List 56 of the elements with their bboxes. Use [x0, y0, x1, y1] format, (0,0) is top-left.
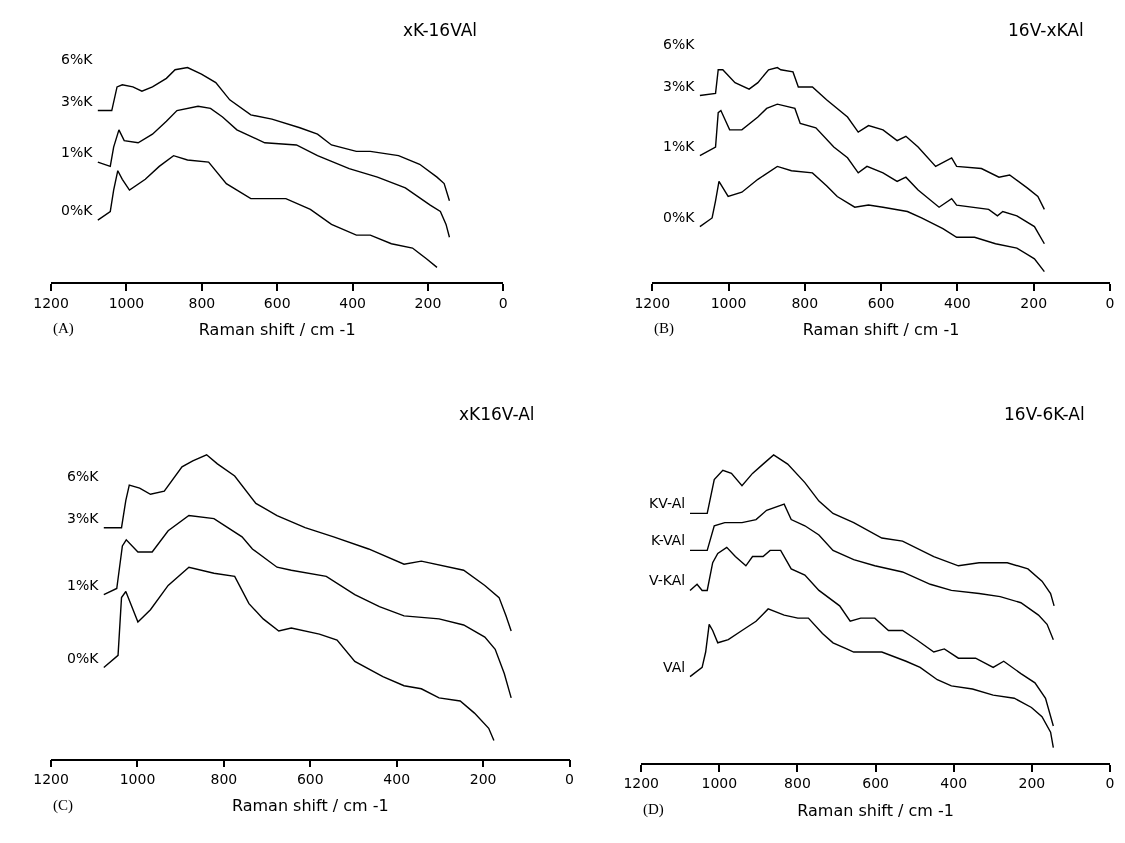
- x-tick-label: 0: [565, 771, 574, 788]
- x-tick-label: 1200: [634, 294, 671, 311]
- x-axis-title: Raman shift / cm -1: [797, 800, 954, 820]
- x-axis-title: Raman shift / cm -1: [231, 796, 389, 816]
- x-tick-label: 1000: [710, 294, 747, 311]
- x-axis-title: Raman shift / cm -1: [198, 320, 356, 340]
- x-tick-label: 600: [862, 775, 889, 792]
- x-tick-label: 800: [188, 294, 216, 311]
- x-tick-label: 200: [1020, 294, 1048, 311]
- x-tick-label: 400: [940, 775, 968, 792]
- text: 6%K: [61, 51, 94, 67]
- x-tick-label: 600: [263, 294, 291, 311]
- chart-title: xK-16VAl: [403, 20, 478, 40]
- text: (B): [654, 320, 674, 337]
- text: (A): [53, 320, 74, 337]
- series-label: 0%K: [67, 650, 100, 666]
- chart-title: 16V-xKAl: [1008, 20, 1084, 40]
- x-tick-label: 800: [784, 775, 811, 792]
- x-tick-label: 200: [469, 771, 497, 788]
- text: (C): [53, 797, 73, 814]
- x-tick-label: 0: [1105, 775, 1115, 792]
- x-axis-title: Raman shift / cm -1: [802, 320, 960, 340]
- x-tick-label: 1200: [33, 294, 69, 311]
- series-label: VAl: [663, 659, 686, 675]
- x-tick-label: 400: [944, 294, 971, 311]
- text: 6%K: [663, 36, 696, 52]
- x-tick-label: 0: [498, 294, 508, 311]
- series-label: 1%K: [67, 577, 100, 593]
- x-tick-label: 1200: [33, 771, 69, 788]
- series-label: 0%K: [61, 202, 94, 218]
- series-label: 3%K: [663, 78, 696, 94]
- series-label: KV-Al: [649, 495, 686, 511]
- series-label: 1%K: [663, 138, 696, 154]
- series-label: 0%K: [663, 209, 696, 225]
- x-tick-label: 400: [339, 294, 366, 311]
- chart-title: xK16V-Al: [459, 404, 535, 424]
- series-label: 3%K: [61, 93, 94, 109]
- x-tick-label: 1200: [623, 775, 660, 792]
- x-tick-label: 200: [414, 294, 442, 311]
- x-tick-label: 800: [791, 294, 819, 311]
- x-tick-label: 800: [210, 771, 238, 788]
- series-label: 1%K: [61, 144, 94, 160]
- series-label: V-KAl: [649, 572, 686, 588]
- x-tick-label: 600: [296, 771, 324, 788]
- x-tick-label: 0: [1105, 294, 1115, 311]
- x-tick-label: 1000: [108, 294, 145, 311]
- chart-title: 16V-6K-Al: [1004, 404, 1085, 424]
- series-label: 3%K: [67, 510, 100, 526]
- text: (D): [643, 801, 664, 818]
- annotation: 6%K: [67, 468, 100, 484]
- series-label: K-VAl: [651, 532, 686, 548]
- x-tick-label: 1000: [701, 775, 738, 792]
- x-tick-label: 400: [383, 771, 411, 788]
- x-tick-label: 200: [1018, 775, 1046, 792]
- x-tick-label: 600: [867, 294, 895, 311]
- x-tick-label: 1000: [119, 771, 156, 788]
